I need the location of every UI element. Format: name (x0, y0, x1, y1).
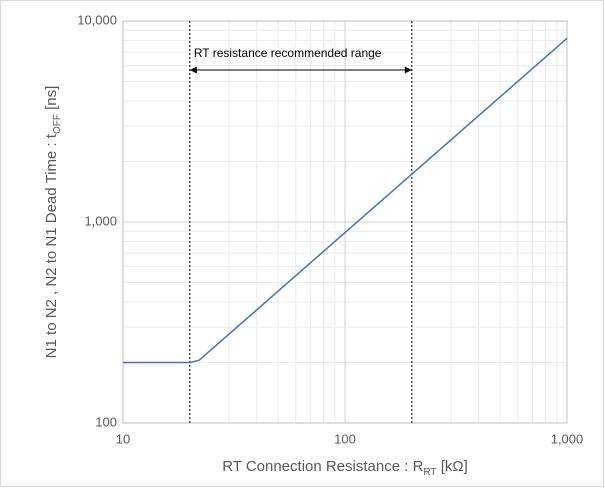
x-label: RT Connection Resistance : RRT [kΩ] (222, 458, 468, 478)
label-suffix: [ns] (43, 86, 60, 114)
label-text: RT Connection Resistance : R (222, 458, 423, 475)
x-tick-label: 10 (116, 431, 130, 446)
y-tick-label: 100 (95, 414, 117, 429)
label-sub: RT (423, 467, 436, 478)
label-sub: OFF (52, 114, 63, 134)
label-text: N1 to N2 , N2 to N1 Dead Time : t (43, 133, 60, 358)
x-tick-label: 100 (334, 431, 356, 446)
annotation: RT resistance recommended range (194, 46, 382, 60)
y-label: N1 to N2 , N2 to N1 Dead Time : tOFF [ns… (43, 86, 63, 359)
label-suffix: [kΩ] (437, 458, 468, 475)
y-tick-label: 1,000 (84, 213, 117, 228)
data-line (123, 37, 568, 364)
x-tick-label: 1,000 (551, 431, 584, 446)
y-tick-label: 10,000 (77, 12, 117, 27)
plot-border (122, 20, 568, 424)
